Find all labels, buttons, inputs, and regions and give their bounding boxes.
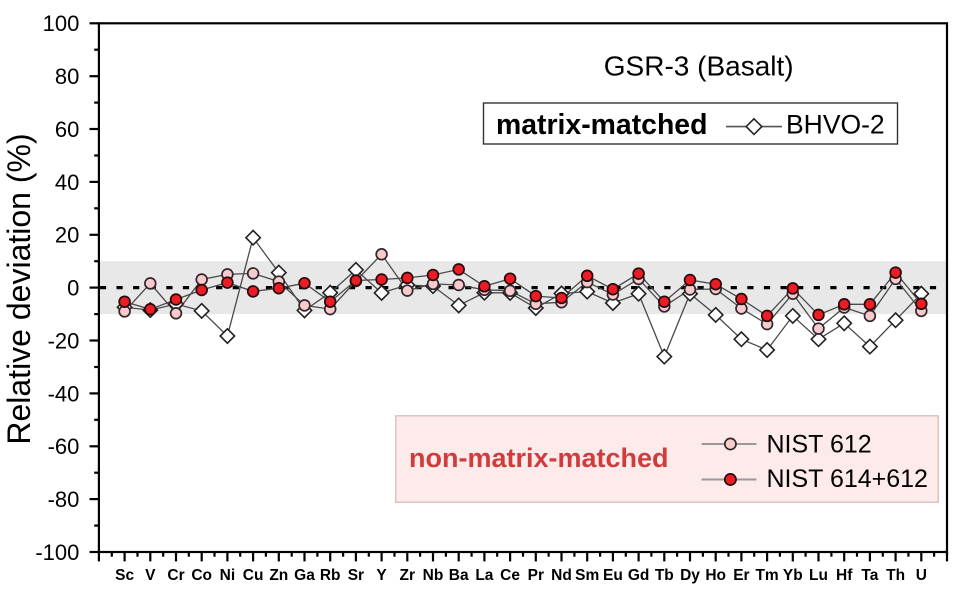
svg-text:-60: -60 <box>48 434 80 459</box>
svg-text:V: V <box>145 567 156 584</box>
svg-text:40: 40 <box>55 170 79 195</box>
svg-text:Sm: Sm <box>575 567 599 584</box>
svg-text:Co: Co <box>191 567 212 584</box>
svg-text:Ce: Ce <box>500 567 520 584</box>
svg-text:Ho: Ho <box>705 567 726 584</box>
svg-text:Er: Er <box>733 567 749 584</box>
svg-text:Cu: Cu <box>243 567 264 584</box>
svg-text:Sr: Sr <box>348 567 364 584</box>
svg-text:Dy: Dy <box>680 567 700 584</box>
svg-text:20: 20 <box>55 223 79 248</box>
svg-text:Relative deviation (%): Relative deviation (%) <box>1 133 37 444</box>
svg-text:Eu: Eu <box>603 567 623 584</box>
svg-text:-40: -40 <box>48 381 80 406</box>
svg-text:Zn: Zn <box>269 567 288 584</box>
svg-text:Lu: Lu <box>809 567 828 584</box>
svg-text:Yb: Yb <box>783 567 803 584</box>
svg-text:Ni: Ni <box>220 567 236 584</box>
svg-text:Y: Y <box>376 567 387 584</box>
svg-text:Cr: Cr <box>167 567 184 584</box>
svg-text:Gd: Gd <box>628 567 650 584</box>
svg-text:GSR-3 (Basalt): GSR-3 (Basalt) <box>604 51 794 82</box>
svg-text:NIST 612: NIST 612 <box>767 431 872 459</box>
svg-text:La: La <box>475 567 493 584</box>
svg-text:non-matrix-matched: non-matrix-matched <box>409 443 669 473</box>
svg-text:Tm: Tm <box>755 567 778 584</box>
svg-text:0: 0 <box>67 276 79 301</box>
svg-text:-100: -100 <box>35 540 79 565</box>
svg-text:Tb: Tb <box>655 567 674 584</box>
svg-text:U: U <box>916 567 927 584</box>
svg-text:Ga: Ga <box>294 567 315 584</box>
svg-text:Ba: Ba <box>449 567 469 584</box>
svg-text:Hf: Hf <box>836 567 853 584</box>
svg-text:-80: -80 <box>48 487 80 512</box>
svg-text:BHVO-2: BHVO-2 <box>786 110 885 140</box>
svg-text:Rb: Rb <box>320 567 341 584</box>
svg-text:Nd: Nd <box>551 567 572 584</box>
svg-text:100: 100 <box>43 11 80 36</box>
svg-text:Th: Th <box>886 567 905 584</box>
svg-text:matrix-matched: matrix-matched <box>496 109 707 141</box>
svg-text:60: 60 <box>55 117 79 142</box>
svg-text:Sc: Sc <box>115 567 134 584</box>
svg-text:Zr: Zr <box>400 567 416 584</box>
svg-text:-20: -20 <box>48 328 80 353</box>
svg-text:NIST 614+612: NIST 614+612 <box>767 465 928 493</box>
svg-text:80: 80 <box>55 64 79 89</box>
svg-text:Ta: Ta <box>861 567 878 584</box>
svg-text:Nb: Nb <box>423 567 444 584</box>
svg-text:Pr: Pr <box>528 567 544 584</box>
